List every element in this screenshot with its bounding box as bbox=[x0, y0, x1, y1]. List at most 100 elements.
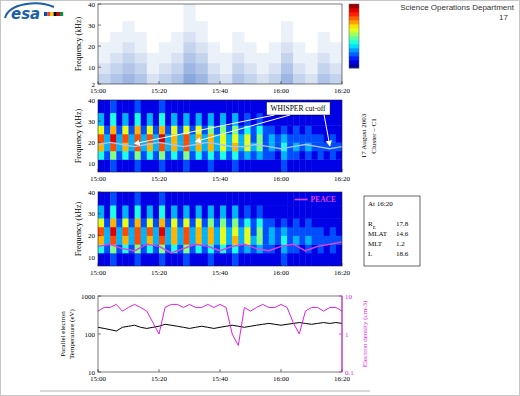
heatmap-cell bbox=[183, 31, 196, 42]
x-tick-label: 16:00 bbox=[273, 375, 289, 383]
plot-frame bbox=[98, 4, 342, 84]
heatmap-cell bbox=[183, 253, 190, 266]
heatmap-cell bbox=[287, 227, 294, 236]
heatmap-cell bbox=[281, 142, 288, 151]
info-value: 14.6 bbox=[396, 230, 409, 238]
heatmap-cell bbox=[104, 125, 111, 134]
heatmap-cell bbox=[110, 227, 117, 236]
heatmap-cell bbox=[244, 236, 251, 245]
heatmap-cell bbox=[135, 52, 148, 63]
heatmap-cell bbox=[226, 159, 233, 172]
heatmap-cell bbox=[220, 159, 227, 172]
x-tick-label: 15:00 bbox=[90, 175, 106, 183]
heatmap-cell bbox=[305, 125, 312, 134]
heatmap-cell bbox=[141, 142, 148, 151]
heatmap-cell bbox=[196, 253, 203, 266]
heatmap-cell bbox=[232, 73, 245, 84]
heatmap-cell bbox=[293, 134, 300, 143]
heatmap-cell bbox=[171, 125, 178, 134]
heatmap-cell bbox=[153, 218, 160, 227]
heatmap-cell bbox=[165, 159, 172, 172]
heatmap-cell bbox=[293, 42, 306, 53]
heatmap-cell bbox=[305, 73, 318, 84]
heatmap-cell bbox=[238, 134, 245, 143]
heatmap-cell bbox=[196, 227, 203, 236]
heatmap-cell bbox=[226, 100, 233, 113]
heatmap-cell bbox=[116, 151, 123, 160]
heatmap-cell bbox=[275, 218, 282, 227]
heatmap-cell bbox=[153, 236, 160, 245]
heatmap-cell bbox=[257, 205, 264, 218]
heatmap-cell bbox=[330, 21, 342, 32]
heatmap-cell bbox=[226, 134, 233, 143]
heatmap-cell bbox=[116, 113, 123, 126]
heatmap-cell bbox=[171, 31, 184, 42]
colorbar-step bbox=[349, 48, 359, 52]
heatmap-cell bbox=[135, 113, 142, 126]
y-tick bbox=[98, 25, 101, 26]
logo-flag bbox=[60, 12, 63, 16]
y2-axis-title: Electron density (cm-3) bbox=[361, 300, 369, 367]
slide-border bbox=[1, 1, 520, 396]
heatmap-cell bbox=[305, 236, 312, 245]
y-axis-title-line: Frequency (kHz) bbox=[74, 16, 83, 71]
heatmap-cell bbox=[147, 227, 154, 236]
heatmap-cell bbox=[135, 4, 148, 21]
y2-tick-label: 10 bbox=[345, 293, 353, 301]
heatmap-cell bbox=[110, 63, 123, 74]
heatmap-cell bbox=[336, 125, 342, 134]
heatmap-cell bbox=[244, 31, 257, 42]
heatmap-cell bbox=[318, 125, 325, 134]
heatmap-cell bbox=[269, 125, 276, 134]
x-tick bbox=[159, 81, 160, 84]
heatmap-cell bbox=[110, 42, 123, 53]
heatmap-cell bbox=[153, 151, 160, 160]
heatmap-cell bbox=[104, 253, 111, 266]
heatmap-cell bbox=[293, 31, 306, 42]
heatmap-cell bbox=[165, 227, 172, 236]
y-tick-label: 40 bbox=[88, 97, 96, 105]
heatmap-cell bbox=[159, 52, 172, 63]
heatmap-cell bbox=[159, 253, 166, 266]
heatmap-cell bbox=[312, 151, 319, 160]
heatmap-cell bbox=[196, 21, 209, 32]
heatmap-cell bbox=[159, 218, 166, 227]
heatmap-cell bbox=[183, 52, 196, 63]
heatmap-cell bbox=[287, 236, 294, 245]
heatmap-cell bbox=[171, 218, 178, 227]
series-line bbox=[98, 323, 342, 331]
y-tick bbox=[98, 235, 101, 236]
y-tick-label: 20 bbox=[88, 232, 96, 240]
heatmap-cell bbox=[244, 73, 257, 84]
heatmap-cell bbox=[147, 4, 160, 21]
heatmap-cell bbox=[122, 42, 135, 53]
heatmap-cell bbox=[305, 218, 312, 227]
heatmap-cell bbox=[116, 192, 123, 205]
y-tick bbox=[98, 372, 101, 373]
heatmap-cell bbox=[147, 73, 160, 84]
x-tick-label: 15:00 bbox=[90, 87, 106, 95]
heatmap-cell bbox=[177, 151, 184, 160]
heatmap-cell bbox=[244, 100, 251, 113]
heatmap-cell bbox=[177, 227, 184, 236]
x-tick-label: 16:00 bbox=[273, 87, 289, 95]
y-tick-label: 20 bbox=[88, 139, 96, 147]
heatmap-cell bbox=[208, 125, 215, 134]
heatmap-cell bbox=[318, 52, 331, 63]
heatmap-cell bbox=[281, 73, 294, 84]
heatmap-cell bbox=[183, 192, 190, 205]
y-tick-label: 10 bbox=[88, 160, 96, 168]
heatmap-cell bbox=[165, 218, 172, 227]
heatmap-cell bbox=[177, 218, 184, 227]
heatmap-cell bbox=[244, 151, 251, 160]
heatmap-cell bbox=[141, 227, 148, 236]
heatmap-cell bbox=[275, 159, 282, 172]
heatmap-cell bbox=[147, 151, 154, 160]
heatmap-cell bbox=[183, 227, 190, 236]
heatmap-cell bbox=[171, 151, 178, 160]
heatmap-cell bbox=[171, 205, 178, 218]
heatmap-cell bbox=[171, 159, 178, 172]
heatmap-cell bbox=[110, 159, 117, 172]
heatmap-cell bbox=[202, 100, 209, 113]
heatmap-cell bbox=[275, 227, 282, 236]
